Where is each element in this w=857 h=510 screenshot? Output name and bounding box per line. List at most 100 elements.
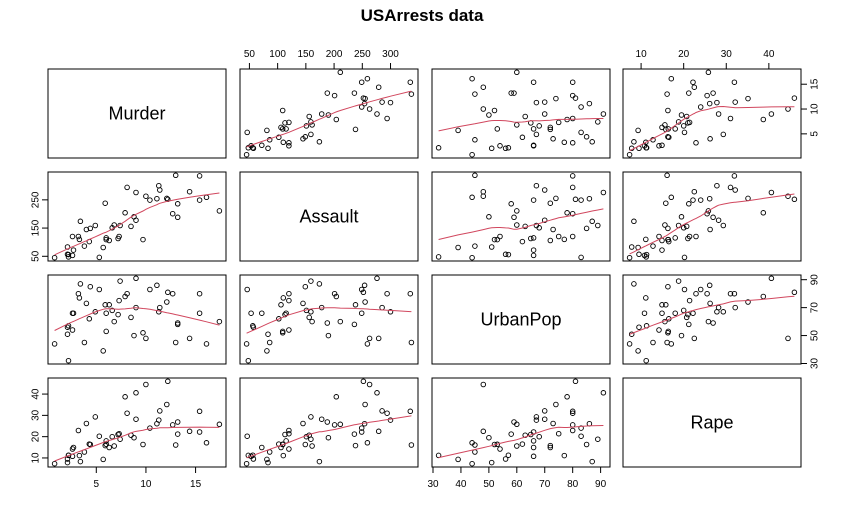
point-murder-vs-rape <box>768 111 775 117</box>
point-rape-vs-urbanpop <box>541 416 548 422</box>
point-urbanpop-vs-rape <box>636 324 642 330</box>
point-murder-vs-rape <box>714 99 720 106</box>
chart-title: USArrests data <box>361 6 484 25</box>
point-assault-vs-murder <box>124 184 130 191</box>
point-rape-vs-murder <box>174 431 181 437</box>
point-rape-vs-assault <box>248 453 254 460</box>
point-urbanpop-vs-rape <box>681 286 688 293</box>
point-urbanpop-vs-assault <box>379 304 385 311</box>
point-assault-vs-rape <box>710 214 716 221</box>
point-assault-vs-urbanpop <box>586 195 593 202</box>
point-urbanpop-vs-rape <box>693 290 699 297</box>
point-urbanpop-vs-murder <box>65 357 72 364</box>
point-urbanpop-vs-assault <box>407 290 414 297</box>
point-rape-vs-murder <box>154 420 160 427</box>
point-urbanpop-vs-murder <box>186 335 193 342</box>
point-murder-vs-urbanpop <box>536 123 542 129</box>
point-urbanpop-vs-murder <box>51 341 58 347</box>
panel-frame-assault-assault <box>239 171 419 262</box>
smoother-assault-vs-murder <box>54 192 220 256</box>
point-assault-vs-murder <box>102 200 108 206</box>
point-murder-vs-urbanpop <box>505 145 512 151</box>
point-assault-vs-urbanpop <box>561 236 568 243</box>
point-murder-vs-assault <box>300 136 306 142</box>
point-rape-vs-urbanpop <box>569 410 576 416</box>
point-murder-vs-assault <box>286 140 292 146</box>
smoother-assault-vs-urbanpop <box>438 208 604 240</box>
point-murder-vs-rape <box>678 112 685 118</box>
point-urbanpop-vs-rape <box>650 339 656 346</box>
point-rape-vs-urbanpop <box>505 452 512 458</box>
point-murder-vs-assault <box>351 90 358 96</box>
point-rape-vs-urbanpop <box>530 453 537 460</box>
smoother-urbanpop-vs-rape <box>629 295 795 335</box>
point-rape-vs-urbanpop <box>564 394 570 400</box>
point-rape-vs-urbanpop <box>469 460 475 467</box>
point-assault-vs-murder <box>172 172 179 179</box>
point-rape-vs-murder <box>172 442 179 448</box>
point-urbanpop-vs-assault <box>286 297 292 304</box>
tick-label-bottom-murder: 15 <box>190 479 202 490</box>
point-rape-vs-murder <box>186 428 193 435</box>
point-rape-vs-murder <box>196 429 203 435</box>
point-murder-vs-rape <box>680 123 687 129</box>
panel-frame-urbanpop-assault <box>239 274 419 365</box>
point-urbanpop-vs-murder <box>83 300 90 307</box>
tick-label-top-rape: 20 <box>678 49 690 60</box>
point-assault-vs-urbanpop <box>600 189 607 196</box>
point-murder-vs-assault <box>318 111 325 117</box>
point-murder-vs-rape <box>704 92 710 99</box>
point-urbanpop-vs-murder <box>196 290 203 297</box>
point-assault-vs-urbanpop <box>469 254 475 261</box>
point-assault-vs-murder <box>92 222 99 229</box>
point-rape-vs-assault <box>352 442 359 449</box>
point-urbanpop-vs-rape <box>678 332 685 339</box>
point-rape-vs-murder <box>165 378 171 385</box>
point-assault-vs-rape <box>636 251 642 258</box>
point-assault-vs-murder <box>75 233 82 240</box>
tick-label-top-assault: 250 <box>354 49 371 60</box>
point-rape-vs-murder <box>100 456 106 463</box>
point-murder-vs-assault <box>286 119 292 126</box>
point-murder-vs-urbanpop <box>514 69 520 76</box>
tick-label-top-assault: 300 <box>382 49 399 60</box>
point-urbanpop-vs-rape <box>768 275 775 282</box>
point-assault-vs-rape <box>791 196 798 203</box>
point-assault-vs-urbanpop <box>508 201 514 207</box>
point-murder-vs-urbanpop <box>519 134 526 141</box>
point-assault-vs-rape <box>626 254 633 261</box>
point-rape-vs-assault <box>243 460 250 467</box>
point-rape-vs-urbanpop <box>486 434 492 441</box>
tick-label-left-rape: 40 <box>31 388 42 400</box>
point-murder-vs-assault <box>306 113 312 120</box>
diagonal-label-murder: Murder <box>108 104 165 124</box>
point-murder-vs-assault <box>259 142 265 149</box>
point-urbanpop-vs-murder <box>92 309 99 315</box>
point-murder-vs-assault <box>243 151 250 158</box>
point-rape-vs-murder <box>131 434 137 441</box>
point-rape-vs-urbanpop <box>547 442 554 449</box>
point-rape-vs-assault <box>286 430 292 437</box>
point-assault-vs-murder <box>51 254 58 261</box>
point-urbanpop-vs-assault <box>266 339 273 346</box>
point-assault-vs-urbanpop <box>589 218 595 225</box>
point-assault-vs-urbanpop <box>486 214 492 220</box>
point-rape-vs-urbanpop <box>488 459 495 466</box>
point-rape-vs-assault <box>324 419 331 425</box>
tick-label-bottom-urbanpop: 60 <box>511 479 523 490</box>
point-assault-vs-urbanpop <box>572 196 579 203</box>
point-urbanpop-vs-murder <box>109 307 115 314</box>
panel-frame-urbanpop-rape <box>622 274 802 365</box>
point-murder-vs-urbanpop <box>511 90 517 96</box>
point-urbanpop-vs-rape <box>665 328 672 335</box>
point-murder-vs-urbanpop <box>497 143 503 149</box>
point-urbanpop-vs-murder <box>75 290 82 297</box>
point-rape-vs-assault <box>265 459 271 466</box>
point-murder-vs-urbanpop <box>550 136 556 142</box>
point-murder-vs-rape <box>664 91 670 97</box>
point-urbanpop-vs-assault <box>352 302 359 308</box>
point-urbanpop-vs-murder <box>165 289 171 296</box>
point-urbanpop-vs-assault <box>276 316 282 322</box>
point-urbanpop-vs-murder <box>100 348 106 354</box>
